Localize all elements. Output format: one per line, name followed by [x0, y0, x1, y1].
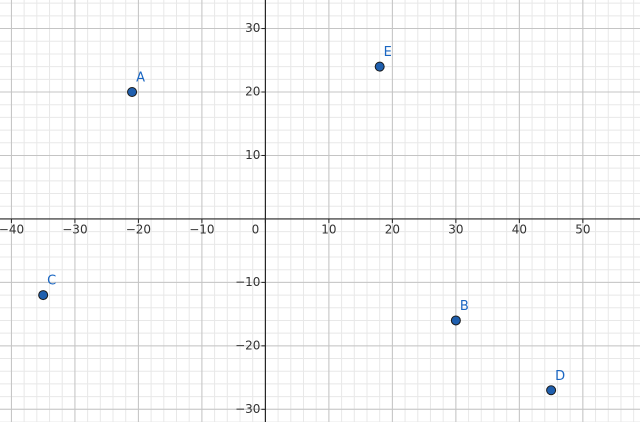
x-tick-label: −30: [62, 222, 87, 236]
x-tick-label: 20: [385, 222, 400, 236]
point-label: B: [460, 299, 469, 314]
y-tick-label: 10: [245, 148, 260, 162]
point-label: C: [47, 274, 56, 289]
y-tick-label: −10: [235, 275, 260, 289]
point-label: E: [384, 45, 392, 60]
point: [450, 315, 461, 326]
point: [38, 290, 49, 301]
y-tick-label: −20: [235, 338, 260, 352]
x-tick-label: 50: [575, 222, 590, 236]
x-tick-label: 40: [512, 222, 527, 236]
point: [374, 61, 385, 72]
x-tick-label: 30: [448, 222, 463, 236]
point-label: D: [555, 369, 565, 384]
point: [546, 385, 557, 396]
x-tick-label: −20: [126, 222, 151, 236]
y-tick-label: 20: [245, 85, 260, 99]
x-tick-label: −40: [0, 222, 24, 236]
x-tick-label: −10: [189, 222, 214, 236]
x-tick-label: 0: [252, 222, 260, 236]
point-label: A: [136, 71, 145, 86]
y-tick-label: −30: [235, 402, 260, 416]
x-tick-label: 10: [321, 222, 336, 236]
point: [127, 87, 138, 98]
y-tick-label: 30: [245, 21, 260, 35]
